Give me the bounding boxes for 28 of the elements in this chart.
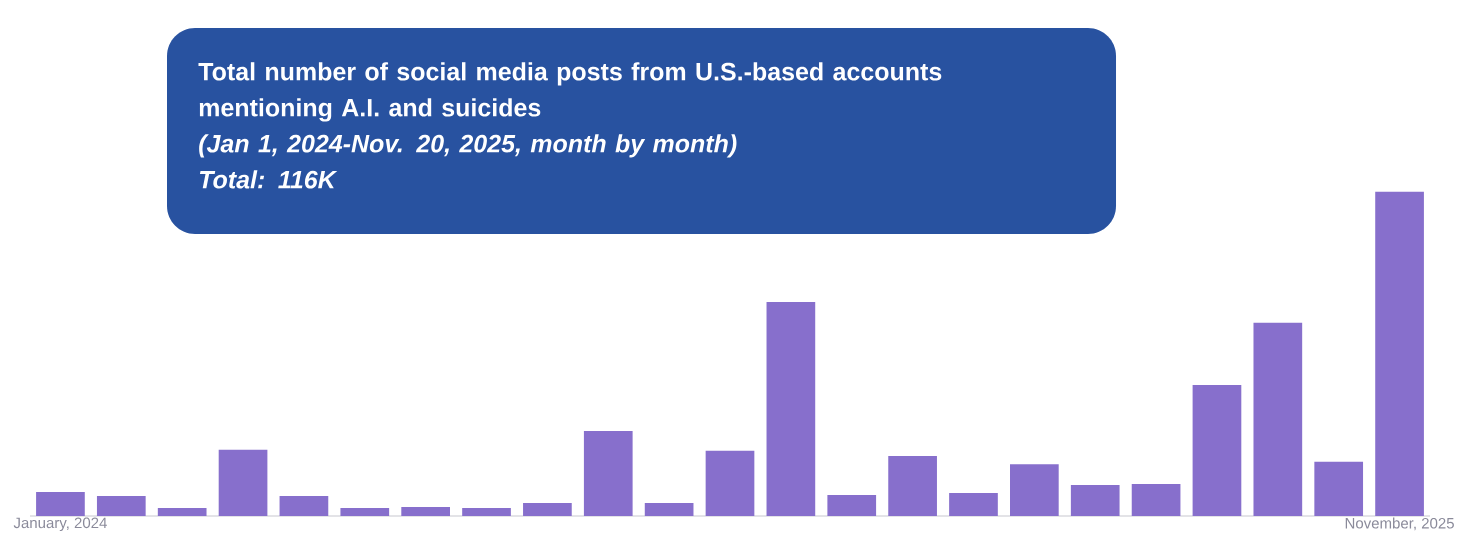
chart-subtitle: (Jan 1, 2024-Nov. 20, 2025, month by month) [199, 134, 737, 158]
bar [462, 507, 511, 516]
bar [1070, 484, 1120, 516]
bar [401, 506, 450, 516]
bar [1131, 483, 1181, 516]
bar [218, 449, 268, 516]
x-tick-label: January, 2024 [13, 517, 107, 532]
bar [1192, 385, 1242, 516]
bar [644, 503, 694, 516]
bar [340, 507, 390, 516]
x-tick-label: November, 2025 [1345, 517, 1454, 531]
bar [96, 495, 146, 516]
bar [523, 503, 572, 516]
bar [583, 431, 633, 516]
bar [888, 456, 937, 516]
bar [949, 492, 998, 516]
bar [1253, 322, 1303, 516]
bar [1010, 464, 1059, 516]
bar [1375, 191, 1424, 516]
bar [766, 302, 816, 516]
bar [1314, 461, 1364, 516]
bar [36, 492, 85, 516]
bar [157, 507, 207, 516]
chart-title: Total number of social media posts from U.S.-based accounts mentioning A.I. and suicides [198, 62, 942, 122]
bar [705, 450, 755, 516]
bar [827, 494, 877, 516]
bar [279, 495, 329, 516]
text: Total: 116K [199, 170, 338, 189]
